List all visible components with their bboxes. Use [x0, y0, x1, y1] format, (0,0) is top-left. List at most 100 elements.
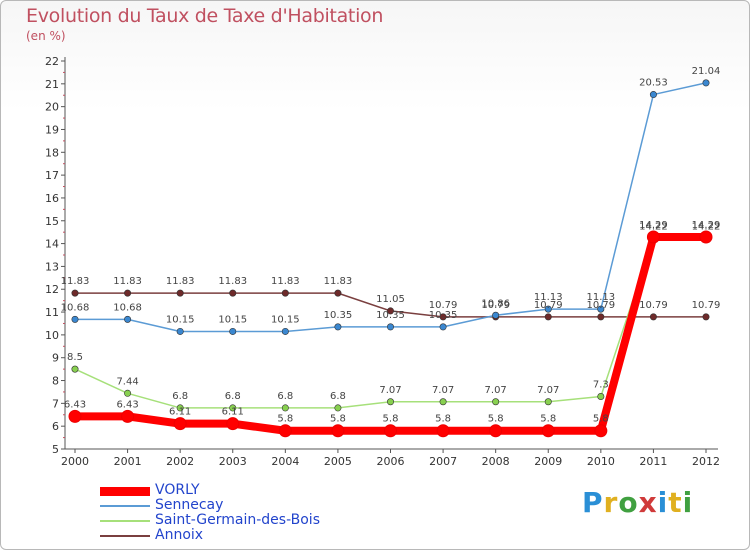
point-vorly: [384, 424, 397, 438]
data-label-vorly: 6.43: [64, 399, 86, 410]
data-label-saint-germain: 7.44: [116, 376, 138, 387]
data-label-sennecay: 10.35: [324, 310, 353, 321]
chart-title: Evolution du Taux de Taxe d'Habitation: [26, 5, 384, 27]
data-label-sennecay: 10.35: [429, 310, 458, 321]
data-label-vorly: 5.8: [277, 414, 293, 425]
y-tick-label: 15: [45, 215, 59, 228]
data-label-annoix: 10.79: [639, 300, 668, 311]
axes: [61, 57, 718, 453]
point-saint-germain: [176, 404, 184, 412]
data-label-vorly: 5.8: [488, 414, 504, 425]
data-labels-layer: 6.43 6.43 6.11 6.11 5.8 5.8 5.8 5.8 5.8 5.8 5.8 14.…: [61, 66, 721, 425]
point-sennecay: [439, 323, 447, 331]
point-vorly: [436, 424, 450, 438]
y-tick-label: 12: [45, 283, 59, 296]
data-label-saint-germain: 7.07: [379, 385, 401, 396]
logo-letter: i: [682, 486, 694, 519]
point-saint-germain: [492, 398, 500, 406]
point-annoix: [702, 313, 710, 321]
point-saint-germain: [71, 365, 79, 373]
point-annoix: [334, 289, 342, 297]
data-label-saint-germain: 7.3: [593, 380, 609, 391]
legend-swatch-vorly: [100, 487, 150, 496]
data-label-saint-germain: 8.5: [67, 352, 83, 363]
x-tick-label: 2005: [324, 455, 352, 468]
data-label-sennecay: 10.68: [113, 302, 142, 313]
data-label-saint-germain: 6.8: [277, 391, 293, 402]
y-tick-label: 20: [45, 101, 59, 114]
y-tick-label: 6: [52, 420, 59, 433]
point-sennecay: [649, 91, 657, 99]
data-label-sennecay: 10.35: [376, 310, 405, 321]
data-label-saint-germain: 6.8: [330, 391, 346, 402]
point-sennecay: [386, 323, 394, 331]
y-tick-label: 9: [52, 352, 59, 365]
point-annoix: [71, 289, 79, 297]
point-annoix: [229, 289, 237, 297]
x-tick-label: 2002: [166, 455, 194, 468]
point-sennecay: [71, 315, 79, 323]
data-label-sennecay: 11.13: [587, 292, 616, 303]
x-tick-label: 2003: [219, 455, 247, 468]
x-tick-label: 2009: [534, 455, 562, 468]
y-tick-label: 14: [45, 238, 59, 251]
point-vorly: [226, 417, 240, 431]
data-label-vorly: 6.11: [169, 407, 191, 418]
legend-label-saint-germain: Saint-Germain-des-Bois: [155, 512, 320, 528]
data-label-annoix: 11.83: [218, 276, 247, 287]
point-annoix: [544, 313, 552, 321]
point-annoix: [176, 289, 184, 297]
data-label-sennecay: 10.15: [271, 314, 300, 325]
point-sennecay: [281, 327, 289, 335]
x-tick-label: 2006: [377, 455, 405, 468]
legend-label-vorly: VORLY: [155, 482, 200, 498]
point-vorly: [278, 424, 292, 438]
logo-letter: i: [657, 486, 669, 519]
data-label-vorly: 14.29: [692, 220, 721, 231]
logo-letter: P: [582, 486, 604, 519]
data-label-saint-germain: 6.8: [225, 391, 241, 402]
logo-letter: o: [618, 486, 639, 519]
data-label-saint-germain: 6.8: [172, 391, 188, 402]
point-sennecay: [492, 311, 500, 319]
point-vorly: [68, 409, 82, 423]
data-label-vorly: 5.8: [435, 414, 451, 425]
y-tick-label: 10: [45, 329, 59, 342]
point-annoix: [124, 289, 132, 297]
data-label-vorly: 6.11: [222, 407, 244, 418]
data-label-annoix: 10.79: [481, 300, 510, 311]
data-label-vorly: 5.8: [540, 414, 556, 425]
data-label-vorly: 14.29: [639, 220, 668, 231]
y-tick-label: 13: [45, 260, 59, 273]
point-saint-germain: [334, 404, 342, 412]
x-tick-label: 2011: [639, 455, 667, 468]
point-vorly: [699, 230, 713, 244]
data-label-sennecay: 21.04: [692, 66, 721, 77]
point-vorly: [331, 424, 345, 438]
legend-label-annoix: Annoix: [155, 527, 204, 543]
point-vorly: [594, 424, 608, 438]
point-vorly: [646, 230, 660, 244]
y-tick-label: 22: [45, 55, 59, 68]
y-tick-label: 17: [45, 169, 59, 182]
data-label-annoix: 11.83: [113, 276, 142, 287]
x-tick-label: 2012: [692, 455, 720, 468]
point-vorly: [173, 417, 187, 431]
point-vorly: [121, 409, 135, 423]
data-label-saint-germain: 7.07: [485, 385, 507, 396]
data-label-annoix: 11.83: [166, 276, 195, 287]
point-saint-germain: [281, 404, 289, 412]
x-tick-labels: 2000 2001 2002 2003 2004 2005 2006 2007 2008 2009…: [61, 455, 720, 468]
y-tick-label: 11: [45, 306, 59, 319]
legend-swatch-annoix: [100, 535, 150, 537]
logo-letter: t: [668, 486, 683, 519]
x-tick-label: 2004: [271, 455, 299, 468]
point-annoix: [439, 313, 447, 321]
point-sennecay: [544, 305, 552, 313]
point-sennecay: [597, 305, 605, 313]
point-sennecay: [334, 323, 342, 331]
data-label-annoix: 10.79: [587, 300, 616, 311]
logo-letter: r: [603, 486, 619, 519]
data-label-sennecay: 10.68: [61, 302, 90, 313]
point-annoix: [281, 289, 289, 297]
